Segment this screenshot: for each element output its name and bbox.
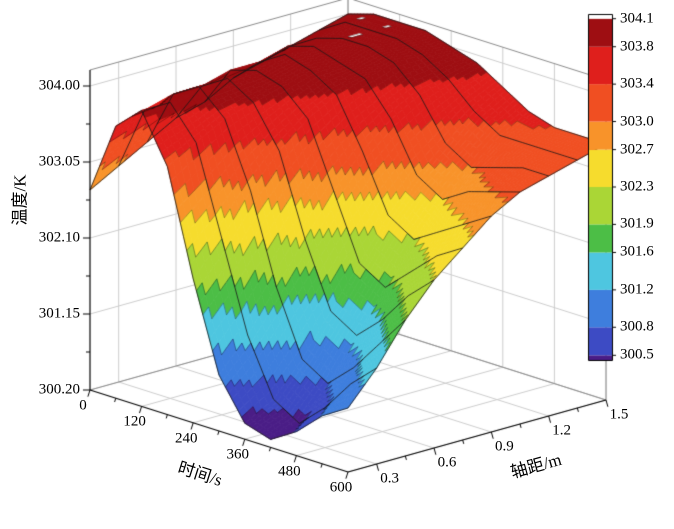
colorbar-tick-label: 303.0 <box>620 113 654 130</box>
x-tick-label: 240 <box>174 430 198 447</box>
y-tick-label: 1.2 <box>552 422 572 439</box>
colorbar-tick-label: 300.8 <box>620 318 654 335</box>
y-tick-label: 0.3 <box>380 470 400 487</box>
z-tick-label: 301.15 <box>38 305 80 322</box>
colorbar-tick-label: 302.7 <box>620 141 654 158</box>
x-tick-label: 600 <box>329 479 353 496</box>
z-tick-label: 304.00 <box>38 77 80 94</box>
colorbar-tick-label: 302.3 <box>620 178 654 195</box>
colorbar-tick-label: 301.9 <box>620 215 654 232</box>
x-tick-label: 0 <box>79 397 87 414</box>
colorbar-tick-label: 301.2 <box>620 281 654 298</box>
x-tick-label: 360 <box>226 446 250 463</box>
colorbar-tick-label: 303.8 <box>620 38 654 55</box>
z-tick-label: 302.10 <box>38 229 80 246</box>
y-tick-label: 0.6 <box>437 454 457 471</box>
colorbar-tick-label: 301.6 <box>620 243 654 260</box>
x-tick-label: 480 <box>278 463 301 480</box>
z-tick-label: 300.20 <box>38 381 80 398</box>
y-tick-label: 1.5 <box>609 406 629 423</box>
colorbar-tick-label: 300.5 <box>620 346 654 363</box>
colorbar-tick-label: 303.4 <box>620 75 654 92</box>
colorbar-tick-label: 304.1 <box>620 10 654 27</box>
z-tick-label: 303.05 <box>38 153 80 170</box>
x-tick-label: 120 <box>123 413 146 430</box>
z-axis-title: 温度/K <box>10 174 30 226</box>
y-tick-label: 0.9 <box>494 438 514 455</box>
